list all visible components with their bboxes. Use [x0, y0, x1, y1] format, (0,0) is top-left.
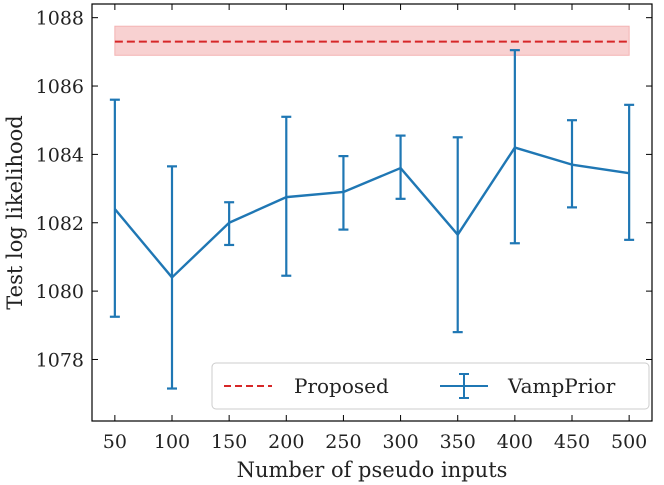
plot-frame: [91, 3, 653, 422]
x-tick-label: 150: [211, 431, 247, 453]
x-tick-label: 450: [554, 431, 590, 453]
y-tick-label: 1080: [36, 281, 84, 303]
vampprior-line: [113, 146, 630, 279]
y-tick-label: 1088: [36, 8, 84, 30]
legend: Proposed VampPrior: [211, 362, 650, 410]
legend-box: [211, 362, 650, 410]
y-tick-label: 1082: [36, 213, 84, 235]
x-tick-label: 350: [440, 431, 476, 453]
x-tick-label: 500: [611, 431, 647, 453]
y-tick-label: 1086: [36, 76, 84, 98]
x-tick-label: 50: [103, 431, 127, 453]
y-tick-label: 1084: [36, 144, 84, 166]
x-axis-title: Number of pseudo inputs: [237, 458, 508, 482]
x-tick-label: 300: [382, 431, 418, 453]
legend-vampprior-label: VampPrior: [507, 374, 616, 398]
x-tick-label: 200: [268, 431, 304, 453]
x-tick-label: 100: [154, 431, 190, 453]
y-tick-label: 1078: [36, 349, 84, 371]
x-tick-label: 250: [325, 431, 361, 453]
y-axis-ticks: 1078 1080 1082 1084 1086 1088: [36, 8, 652, 371]
vampprior-layer: [109, 49, 635, 390]
x-tick-label: 400: [497, 431, 533, 453]
y-axis-title: Test log likelihood: [3, 115, 27, 309]
x-axis-ticks: 50 100 150 200 250 300 350 400 450 500: [103, 4, 647, 453]
legend-proposed-label: Proposed: [294, 374, 389, 398]
